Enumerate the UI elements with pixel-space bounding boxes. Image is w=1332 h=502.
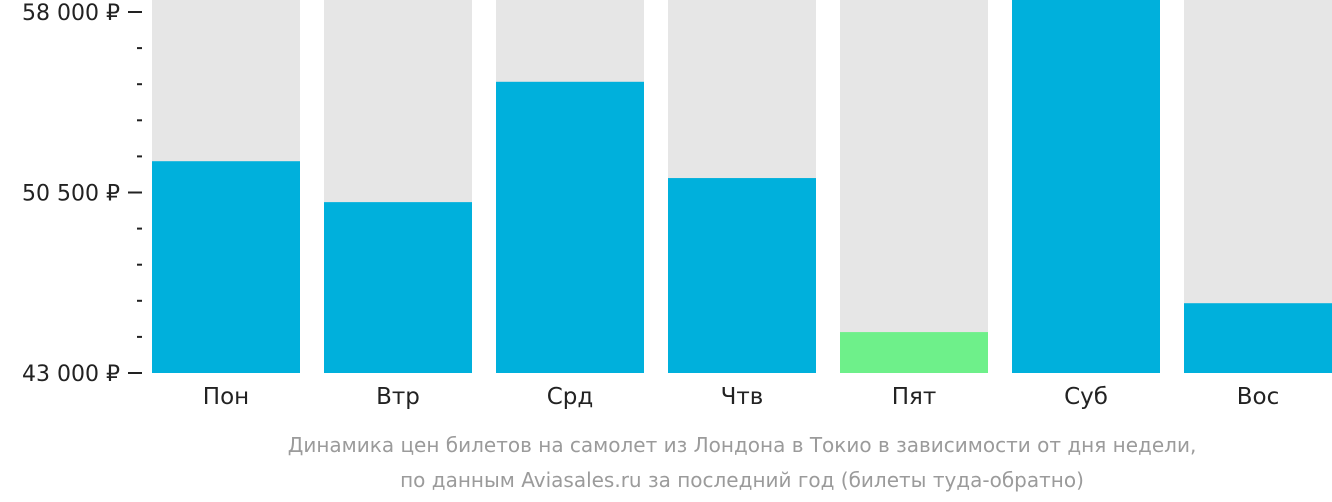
chart-caption-line-2: по данным Aviasales.ru за последний год …: [400, 468, 1084, 492]
x-tick-label: Чтв: [721, 384, 764, 410]
x-tick-label: Втр: [376, 384, 420, 410]
x-tick-label: Вос: [1237, 384, 1280, 410]
y-tick-label: 43 000 ₽: [22, 362, 120, 387]
x-tick-label: Суб: [1064, 384, 1108, 410]
bar: [668, 178, 816, 373]
bar: [1012, 0, 1160, 373]
bar-chart: Пон Втр Срд Чтв Пят Суб Вос 43 000 ₽ 50 500 ₽ 58 …: [22, 0, 1332, 410]
bar: [496, 81, 644, 373]
y-tick-label: 50 500 ₽: [22, 182, 120, 207]
x-tick-label: Срд: [547, 384, 594, 410]
chart-caption-line-1: Динамика цен билетов на самолет из Лондо…: [287, 433, 1197, 457]
bar: [152, 161, 300, 373]
bar: [1184, 303, 1332, 373]
bar-track: [840, 0, 988, 373]
x-tick-label: Пон: [203, 384, 249, 410]
bar: [840, 332, 988, 373]
x-tick-label: Пят: [892, 384, 937, 410]
bar: [324, 202, 472, 373]
y-tick-label: 58 000 ₽: [22, 1, 120, 26]
